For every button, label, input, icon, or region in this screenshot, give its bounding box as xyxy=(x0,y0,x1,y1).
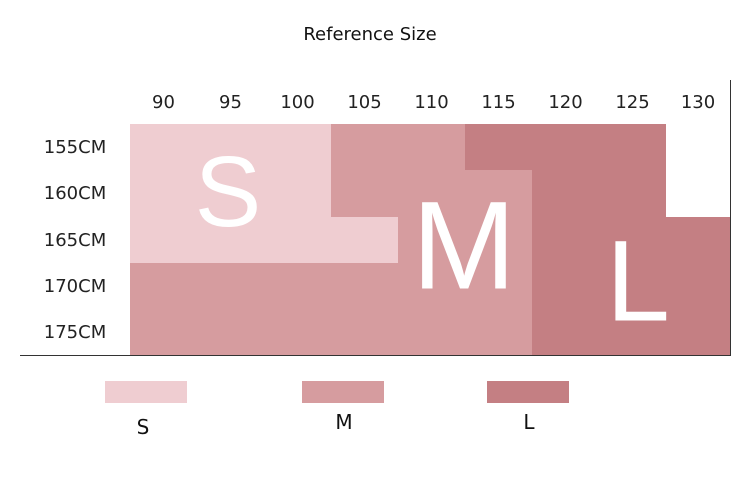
cell xyxy=(599,124,667,171)
column-header: 95 xyxy=(197,80,265,125)
cell xyxy=(264,263,332,311)
cell xyxy=(532,217,600,264)
cell xyxy=(532,124,600,171)
column-header: 125 xyxy=(599,80,667,125)
cell xyxy=(398,124,466,171)
legend-label: L xyxy=(523,410,535,434)
row-header: 175CM xyxy=(20,310,131,356)
legend-label: S xyxy=(136,415,150,439)
cell xyxy=(465,217,533,264)
cell xyxy=(130,170,198,218)
row-header: 165CM xyxy=(20,217,131,264)
column-header: 105 xyxy=(331,80,399,125)
cell xyxy=(532,310,600,356)
column-header: 115 xyxy=(465,80,533,125)
cell xyxy=(197,170,265,218)
cell xyxy=(465,310,533,356)
cell xyxy=(666,217,731,264)
cell xyxy=(666,263,731,311)
overlay-letter: M xyxy=(411,176,517,316)
cell xyxy=(331,124,399,171)
cell xyxy=(331,217,399,264)
title: Reference Size xyxy=(303,24,437,45)
cell xyxy=(532,263,600,311)
cell xyxy=(599,170,667,218)
column-header: 130 xyxy=(666,80,731,125)
cell xyxy=(599,217,667,264)
cell xyxy=(264,170,332,218)
cell xyxy=(331,310,399,356)
legend-swatch xyxy=(105,381,187,403)
cell xyxy=(666,124,731,171)
column-header: 100 xyxy=(264,80,332,125)
cell xyxy=(264,217,332,264)
cell xyxy=(197,310,265,356)
cell xyxy=(398,310,466,356)
cell xyxy=(666,310,731,356)
cell xyxy=(532,170,600,218)
row-header: 160CM xyxy=(20,170,131,218)
cell xyxy=(130,124,198,171)
legend-swatch xyxy=(302,381,384,403)
row-header: 170CM xyxy=(20,263,131,311)
column-header: 120 xyxy=(532,80,600,125)
cell xyxy=(666,170,731,218)
cell xyxy=(264,124,332,171)
cell xyxy=(130,217,198,264)
legend-label: M xyxy=(335,410,353,434)
column-header: 90 xyxy=(130,80,198,125)
cell xyxy=(465,124,533,171)
cell xyxy=(20,80,131,125)
cell xyxy=(264,310,332,356)
row-header: 155CM xyxy=(20,124,131,171)
cell xyxy=(197,263,265,311)
overlay-letter: S xyxy=(194,136,262,248)
legend-swatch xyxy=(487,381,569,403)
column-header: 110 xyxy=(398,80,466,125)
overlay-letter: L xyxy=(606,217,670,346)
cell xyxy=(331,263,399,311)
cell xyxy=(130,263,198,311)
cell xyxy=(331,170,399,218)
cell xyxy=(130,310,198,356)
